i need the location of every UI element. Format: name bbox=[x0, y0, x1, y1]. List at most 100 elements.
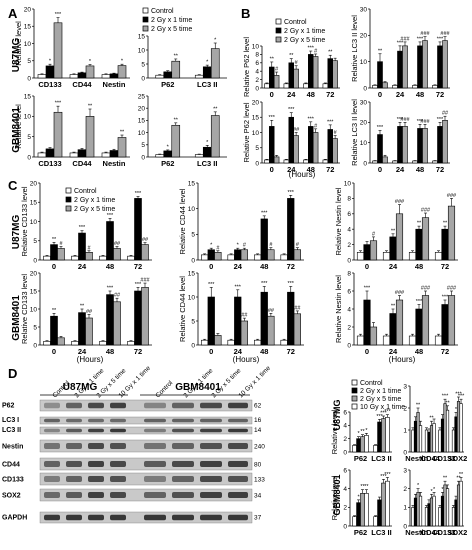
blot-band-4-4 bbox=[144, 461, 166, 467]
chart-b4-ytick-label-2: 20 bbox=[360, 120, 368, 127]
chart-c5-bar-1-1 bbox=[234, 296, 242, 346]
chart-d4-xtick-label-2: CD133 bbox=[432, 528, 455, 537]
chart-b3-annot-3-1: *** bbox=[327, 119, 334, 125]
blot-kda-label-1: 16 bbox=[254, 417, 262, 424]
chart-a1-xtick-label-0: CD133 bbox=[38, 80, 61, 89]
blot-band-4-6 bbox=[200, 461, 222, 467]
chart-d2-ytick-label-1: 1 bbox=[403, 427, 407, 434]
chart-d4-bar-3-3 bbox=[459, 480, 463, 527]
chart-b2-bar-1-2 bbox=[402, 45, 408, 89]
chart-b3-xtick-label-3: 72 bbox=[326, 165, 334, 174]
chart-a2-bar-1-2 bbox=[210, 48, 220, 79]
chart-a4-bar-0-2 bbox=[171, 124, 181, 158]
chart-d4-ytick-label-3: 3 bbox=[403, 467, 407, 474]
chart-b2-bar-3-1 bbox=[437, 45, 443, 89]
chart-d2-bar-1-0 bbox=[424, 429, 429, 453]
chart-d1-ylabel: Relative level bbox=[330, 409, 339, 454]
chart-a4-ytick-label-5: 25 bbox=[138, 93, 146, 100]
chart-b1-bar-1-1 bbox=[288, 62, 294, 89]
chart-a2-ytick-label-2: 10 bbox=[138, 47, 146, 54]
chart-b1-bar-0-0 bbox=[264, 83, 270, 89]
chart-c2-annot-0-2: # bbox=[216, 245, 220, 251]
chart-c6-annot-3-1: *** bbox=[442, 295, 449, 301]
chart-a2-bar-0-2 bbox=[171, 60, 181, 79]
chart-d4-bar-0-0 bbox=[411, 507, 415, 527]
chart-a2-bar-1-1 bbox=[202, 66, 212, 79]
chart-c5-bar-0-2 bbox=[214, 335, 222, 346]
blot-band-6-4 bbox=[144, 492, 166, 498]
blot-band-3-5 bbox=[172, 443, 194, 449]
chart-a4-bar-0-0 bbox=[155, 154, 165, 158]
blot-band-4-3 bbox=[110, 461, 126, 467]
chart-b2-annot-2-2: ### bbox=[420, 31, 430, 37]
chart-c3-xtick-label-0: 0 bbox=[365, 262, 369, 271]
blot-band-2-7 bbox=[228, 428, 248, 433]
chart-b3-bar-3-2 bbox=[332, 138, 338, 164]
chart-c2-annot-2-2: # bbox=[269, 242, 273, 248]
chart-b3-bar-3-1 bbox=[327, 129, 333, 164]
chart-c1-ylabel: Relative CD133 level bbox=[20, 186, 29, 256]
chart-c1-bar-2-2 bbox=[113, 248, 121, 261]
chart-a3-bar-0-0 bbox=[37, 152, 47, 158]
chart-c3-bar-3-0 bbox=[434, 252, 443, 261]
blot-band-3-4 bbox=[144, 443, 166, 449]
blot-band-4-7 bbox=[228, 461, 248, 467]
chart-c6-annot-1-1: ** bbox=[391, 304, 396, 310]
chart-c5-bar-2-2 bbox=[267, 315, 275, 346]
chart-c3-annot-3-2: ### bbox=[447, 193, 457, 199]
chart-c1-ytick-label-0: 0 bbox=[33, 257, 37, 264]
chart-d3-bar-0-2 bbox=[360, 493, 365, 527]
chart-b3-bar-1-1 bbox=[288, 116, 294, 164]
chart-c4-bar-0-1 bbox=[50, 315, 58, 346]
chart-b1-xtick-label-3: 72 bbox=[326, 90, 334, 99]
chart-c4-bar-3-1 bbox=[134, 290, 142, 346]
chart-b3-bar-1-2 bbox=[293, 135, 299, 164]
chart-a4-bar-1-0 bbox=[194, 154, 204, 158]
chart-d4-ytick-label-1: 1 bbox=[403, 505, 407, 512]
chart-a4-ytick-label-4: 20 bbox=[138, 106, 146, 113]
chart-b4-xtick-label-1: 24 bbox=[396, 165, 405, 174]
chart-c6-bar-2-0 bbox=[408, 335, 417, 346]
chart-b4-annot-2-1: *** bbox=[417, 119, 424, 125]
chart-d1-xtick-label-0: P62 bbox=[354, 454, 367, 463]
blot-band-6-5 bbox=[172, 492, 194, 498]
chart-c3-bar-3-1 bbox=[441, 228, 449, 261]
chart-c4-ytick-label-3: 15 bbox=[30, 288, 38, 295]
chart-c2-ylabel: Relative CD44 level bbox=[178, 188, 187, 254]
chart-a3-bar-1-0 bbox=[69, 152, 79, 158]
chart-c5-bar-3-0 bbox=[280, 339, 288, 346]
chart-a1-bar-0-2 bbox=[53, 22, 63, 79]
chart-c6-bar-3-1 bbox=[441, 304, 449, 346]
chart-b2-annot-2-1: *** bbox=[417, 36, 424, 42]
chart-b1-bar-3-0 bbox=[322, 83, 329, 89]
chart-c2-xtick-label-0: 0 bbox=[209, 262, 213, 271]
chart-c2-bar-3-0 bbox=[280, 254, 288, 261]
chart-c6-bar-0-0 bbox=[356, 335, 365, 346]
chart-c1-annot-3-2: ## bbox=[142, 237, 149, 243]
chart-c2-bar-2-0 bbox=[254, 254, 262, 261]
chart-a2-ytick-label-3: 15 bbox=[138, 33, 146, 40]
chart-c3-xtick-label-2: 48 bbox=[415, 262, 423, 271]
blot-header-gbm8401: GBM8401 bbox=[175, 382, 221, 393]
chart-b3-ytick-label-3: 15 bbox=[252, 115, 260, 122]
chart-d4-bar-3-1 bbox=[454, 499, 458, 527]
legend-d: Control 2 Gy x 1 time 2 Gy x 5 time 10 G… bbox=[351, 379, 405, 411]
chart-c2-ytick-label-2: 10 bbox=[188, 206, 196, 213]
chart-c6-ylabel: Relative Nestin level bbox=[334, 275, 343, 343]
blot-band-1-2 bbox=[88, 418, 104, 423]
chart-b4-annot-3-1: *** bbox=[437, 117, 444, 123]
chart-c2-annot-0-1: * bbox=[210, 243, 213, 249]
blot-band-2-4 bbox=[144, 428, 166, 433]
chart-b1-ytick-label-4: 8 bbox=[255, 52, 259, 59]
chart-b1-bar-0-2 bbox=[273, 75, 280, 89]
chart-d4-bar-0-1 bbox=[413, 497, 418, 527]
chart-a1-ytick-label-4: 20 bbox=[24, 6, 32, 13]
chart-d4-annot-1-2: * bbox=[430, 489, 433, 495]
chart-c5-bar-3-2 bbox=[293, 313, 301, 346]
chart-b1-annot-1-2: # bbox=[295, 60, 299, 66]
